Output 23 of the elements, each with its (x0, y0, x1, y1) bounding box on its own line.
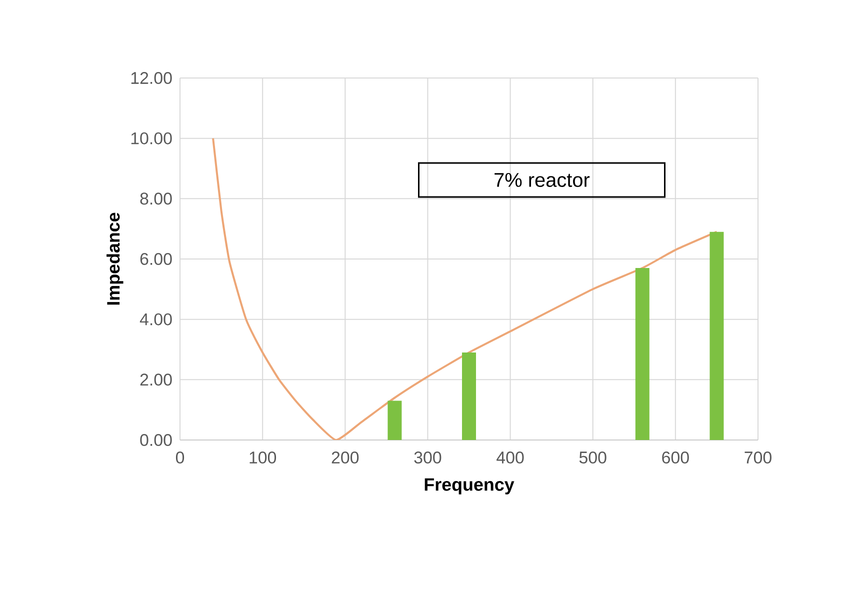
bar (635, 268, 650, 440)
x-tick-label: 300 (414, 452, 442, 464)
y-tick-label: 2.00 (140, 374, 172, 386)
y-axis-title: Impedance (106, 212, 124, 305)
x-tick-label: 0 (176, 452, 184, 464)
x-axis-title: Frequency (424, 478, 514, 494)
y-tick-label: 12.00 (131, 72, 172, 84)
bar (710, 232, 724, 440)
y-tick-label: 10.00 (131, 132, 172, 144)
x-tick-label: 100 (250, 452, 276, 464)
x-tick-label: 700 (744, 452, 772, 464)
y-tick-label: 4.00 (140, 313, 172, 326)
x-tick-label: 200 (332, 452, 359, 464)
bar (388, 400, 402, 440)
line-series (212, 137, 718, 440)
y-tick-label: 6.00 (140, 252, 172, 265)
x-tick-label: 400 (496, 452, 524, 464)
x-tick-label: 500 (579, 452, 606, 464)
y-tick-label: 8.00 (140, 192, 172, 205)
x-tick-label: 600 (662, 452, 689, 464)
annotation: 7% reactor (494, 172, 590, 187)
bar (462, 352, 476, 440)
y-tick-label: 0.00 (140, 434, 172, 446)
